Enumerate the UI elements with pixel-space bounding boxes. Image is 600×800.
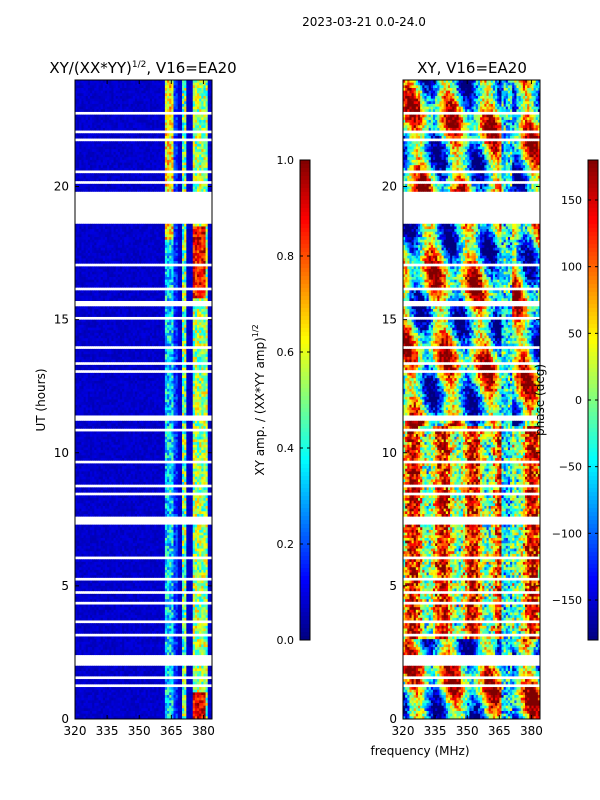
colorbar-tick-label: 50 bbox=[568, 327, 582, 340]
x-tick-label: 350 bbox=[456, 724, 479, 738]
left-colorbar: 0.0 0.2 0.4 0.6 0.8 1.0 XY amp. / (XX*YY amp)… bbox=[251, 154, 311, 647]
right-colorbar-gradient bbox=[588, 160, 598, 641]
left-panel: XY/(XX*YY)1/2, V16=EA20 320 335 350 365 380 0… bbox=[34, 59, 237, 738]
x-tick-label: 365 bbox=[488, 724, 511, 738]
left-heatmap-image bbox=[75, 80, 213, 720]
y-tick-label: 20 bbox=[54, 180, 69, 194]
y-tick-label: 20 bbox=[382, 180, 397, 194]
colorbar-tick-label: 1.0 bbox=[277, 154, 295, 167]
colorbar-tick-label: 0.0 bbox=[277, 634, 295, 647]
colorbar-tick-label: −50 bbox=[559, 461, 582, 474]
colorbar-tick-label: 0.6 bbox=[277, 346, 295, 359]
x-tick-label: 350 bbox=[128, 724, 151, 738]
right-colorbar-label: phase (deg) bbox=[533, 364, 547, 436]
colorbar-tick-label: 0.2 bbox=[277, 538, 295, 551]
right-colorbar-ticks: −150 −100 −50 0 50 100 150 bbox=[552, 194, 598, 607]
x-tick-label: 335 bbox=[424, 724, 447, 738]
right-panel: XY, V16=EA20 320 335 350 365 380 0 5 10 15 20 fre… bbox=[370, 59, 542, 758]
x-tick-label: 320 bbox=[392, 724, 415, 738]
right-axes-ticks: 320 335 350 365 380 0 5 10 15 20 bbox=[382, 80, 543, 738]
x-tick-label: 380 bbox=[192, 724, 215, 738]
left-axes-frame bbox=[74, 79, 213, 720]
x-tick-label: 365 bbox=[160, 724, 183, 738]
left-colorbar-gradient bbox=[300, 160, 310, 641]
right-xlabel: frequency (MHz) bbox=[370, 744, 469, 758]
left-colorbar-frame bbox=[299, 159, 311, 641]
colorbar-tick-label: 150 bbox=[561, 194, 582, 207]
y-tick-label: 15 bbox=[382, 313, 397, 327]
right-colorbar: −150 −100 −50 0 50 100 150 phase (deg) bbox=[533, 159, 599, 641]
y-tick-label: 0 bbox=[389, 712, 397, 726]
y-tick-label: 0 bbox=[61, 712, 69, 726]
figure-suptitle: 2023-03-21 0.0-24.0 bbox=[302, 15, 426, 29]
colorbar-tick-label: 100 bbox=[561, 261, 582, 274]
x-tick-label: 320 bbox=[64, 724, 87, 738]
colorbar-tick-label: −150 bbox=[552, 594, 582, 607]
right-heatmap-image bbox=[403, 80, 541, 720]
left-ylabel: UT (hours) bbox=[34, 368, 48, 431]
x-tick-label: 380 bbox=[520, 724, 543, 738]
left-axes-ticks: 320 335 350 365 380 0 5 10 15 20 bbox=[54, 80, 215, 738]
left-colorbar-label: XY amp. / (XX*YY amp)1/2 bbox=[251, 324, 267, 475]
left-colorbar-ticks: 0.0 0.2 0.4 0.6 0.8 1.0 bbox=[277, 154, 310, 647]
colorbar-tick-label: 0.4 bbox=[277, 442, 295, 455]
y-tick-label: 10 bbox=[54, 446, 69, 460]
y-tick-label: 15 bbox=[54, 313, 69, 327]
y-tick-label: 5 bbox=[389, 579, 397, 593]
right-panel-title: XY, V16=EA20 bbox=[417, 59, 527, 77]
colorbar-tick-label: 0.8 bbox=[277, 250, 295, 263]
colorbar-tick-label: −100 bbox=[552, 527, 582, 540]
colorbar-tick-label: 0 bbox=[575, 394, 582, 407]
y-tick-label: 5 bbox=[61, 579, 69, 593]
y-tick-label: 10 bbox=[382, 446, 397, 460]
right-axes-frame bbox=[402, 79, 541, 720]
left-panel-title: XY/(XX*YY)1/2, V16=EA20 bbox=[49, 59, 236, 77]
x-tick-label: 335 bbox=[96, 724, 119, 738]
